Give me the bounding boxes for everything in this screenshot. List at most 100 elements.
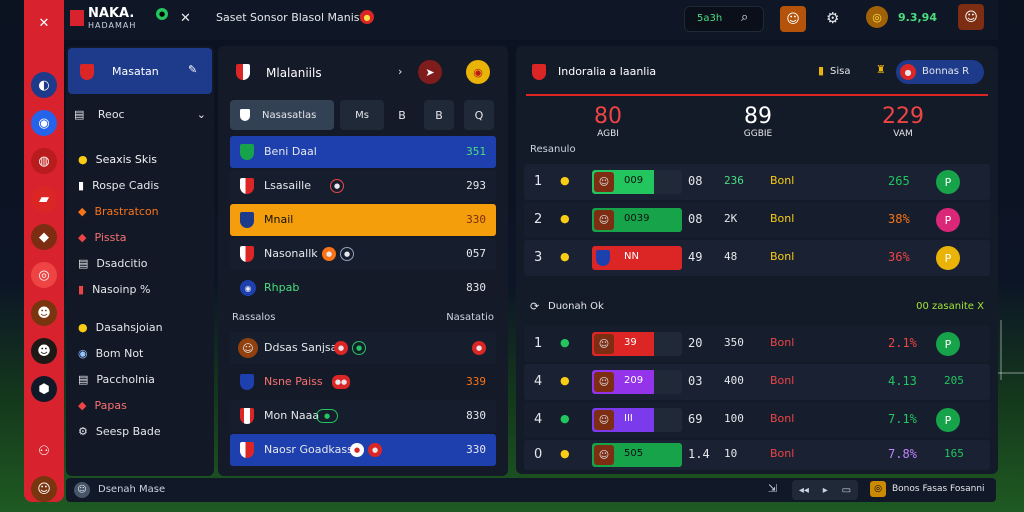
sidebar-item[interactable]: ▮ Nasoinp % [78,276,208,302]
trophy-icon[interactable]: ◉ [466,60,490,84]
percent: 265 [888,174,910,188]
sidebar-item-label: Seesp Bade [95,424,161,438]
settings-icon[interactable]: ⚙ [826,9,840,27]
globe-icon: ◉ [240,280,256,296]
user-avatar[interactable]: ☺ [31,476,57,502]
row-name: Nasonallk [264,247,318,260]
tab-label: B [398,108,406,122]
sidebar: Masatan ✎ ▤ Reoc ⌄ [66,46,214,476]
score: 69 [688,412,703,426]
player-icon[interactable]: ☻ [31,300,57,326]
table-row[interactable]: 1 ● ☺ 39 20 350 Bonl 2.1% P [524,326,990,362]
edit-icon[interactable]: ✎ [188,63,198,76]
row-value: 293 [466,179,486,192]
player-icon[interactable]: ☻ [31,338,57,364]
play-icon[interactable]: ▸ [822,484,828,496]
play-icon[interactable]: P [936,170,960,194]
right-title: Indoralia a laanlia [558,65,657,78]
globe-icon[interactable]: ◉ [31,110,57,136]
sidebar-item[interactable]: ◆ Papas [78,392,208,418]
sidebar-header[interactable]: Masatan ✎ [68,48,212,94]
sidebar-item[interactable]: ▮ Rospe Cadis [78,172,208,198]
play-icon[interactable]: P [936,208,960,232]
badge-icon[interactable]: ⬢ [31,376,57,402]
list-item[interactable]: Nsne Paiss ●● 339 [230,366,496,398]
shield-icon[interactable]: ▰ [31,186,57,212]
table-row[interactable]: 2 ● ☺ 0039 08 2K Bonl 38% P [524,202,990,238]
table-row[interactable]: 0 ● ☺ 505 1.4 10 Bonl 7.8% 165 [524,440,990,470]
section-label: Nasatatio [446,312,494,323]
row-value: 351 [466,145,486,158]
chevron-icon[interactable]: ⌄ [196,108,206,121]
club-crest-icon [236,64,250,80]
sidebar-item[interactable]: ◆ Pissta [78,224,208,250]
sidebar-item[interactable]: ◉ Bom Not [78,340,208,366]
sidebar-item[interactable]: ⚙ Seesp Bade [78,418,208,444]
list-item[interactable]: Mnail 330 [230,204,496,236]
list-item[interactable]: Beni Daal 351 [230,136,496,168]
play-icon[interactable]: P [936,246,960,270]
crest-icon [240,109,250,121]
player-avatar: ☺ [594,445,614,465]
row-name: Lsasaille [264,179,312,192]
section-label: Duonah Ok [548,301,604,312]
tab-ms[interactable]: Ms [340,100,384,130]
users-icon[interactable]: ⚇ [38,443,50,459]
flag-icon: ● [334,341,348,355]
app-logo-icon[interactable]: ✕ [38,15,50,31]
tab-b2[interactable]: B [424,100,454,130]
list-item[interactable]: ◉ Rhpab 830 [230,272,496,304]
search-box[interactable]: 5a3h ⌕ [684,6,764,32]
rewind-icon[interactable]: ◂◂ [798,484,809,496]
expand-icon[interactable]: ⇲ [768,482,778,495]
player-avatar[interactable]: ☺ [780,6,806,32]
dot-icon: ● [78,152,88,166]
bonus-button[interactable]: ● Bonnas R [896,60,984,84]
table-row[interactable]: 4 ● ☺ 209 03 400 Bonl 4.13 205 [524,364,990,400]
player-avatar: ☺ [594,334,614,354]
list-item[interactable]: Mon Naaa ● 830 [230,400,496,432]
list-item[interactable]: Lsasaille ● 293 [230,170,496,202]
target-icon[interactable]: ◎ [31,262,57,288]
trophy-icon[interactable]: ♜ [876,63,886,76]
sidebar-item[interactable]: ● Dasahsjoian [78,314,208,340]
sidebar-item[interactable]: ▤ Paccholnia [78,366,208,392]
table-row[interactable]: 1 ● ☺ 009 08 236 Bonl 265 P [524,164,990,200]
percent: 7.1% [888,412,917,426]
list-item[interactable]: Nasonallk ● ● 057 [230,238,496,270]
list-item[interactable]: Naosr Goadkass ● ● 330 [230,434,496,466]
coin-icon[interactable]: ◎ [866,6,888,28]
flag-icon[interactable]: ◐ [31,72,57,98]
player-avatar: ☺ [594,172,614,192]
ball-icon[interactable]: ◍ [31,148,57,174]
close-icon[interactable]: ✕ [180,11,191,26]
badge-icon: ●● [332,375,350,389]
sidebar-item[interactable]: ● Seaxis Skis [78,146,208,172]
play-icon[interactable]: P [936,332,960,356]
chevron-right-icon[interactable]: › [398,65,403,78]
search-icon[interactable]: ⌕ [741,10,749,25]
sidebar-item[interactable]: ▤ Dsadcitio [78,250,208,276]
user-icon: ☺ [74,482,90,498]
play-button[interactable]: ➤ [418,60,442,84]
row-value: 330 [466,213,486,226]
play-icon[interactable]: P [936,408,960,432]
bar-value: 0039 [624,213,650,224]
table-row[interactable]: 3 ● NN 49 48 Bonl 36% P [524,240,990,276]
club-icon[interactable]: ◆ [31,224,57,250]
tab-main[interactable]: Nasasatlas [230,100,334,130]
tab-b[interactable]: B [390,100,414,130]
list-item[interactable]: ☺ Ddsas Sanjsan ● ● ● [230,332,496,364]
score: 49 [688,250,703,264]
sidebar-section[interactable]: ▤ Reoc ⌄ [74,108,206,121]
refresh-icon[interactable]: ⟳ [530,300,540,313]
tab-search[interactable]: Q [464,100,494,130]
stat-block: 80 AGBI [586,104,630,139]
tag: Bonl [770,174,795,187]
crest-icon [240,442,254,458]
table-row[interactable]: 4 ● ☺ III 69 100 Bonl 7.1% P [524,402,990,438]
sidebar-item[interactable]: ◆ Brastratcon [78,198,208,224]
bookmark-icon[interactable]: ▮ [818,64,825,77]
pin-icon[interactable]: ▭ [841,484,852,496]
profile-avatar[interactable]: ☺ [958,4,984,30]
